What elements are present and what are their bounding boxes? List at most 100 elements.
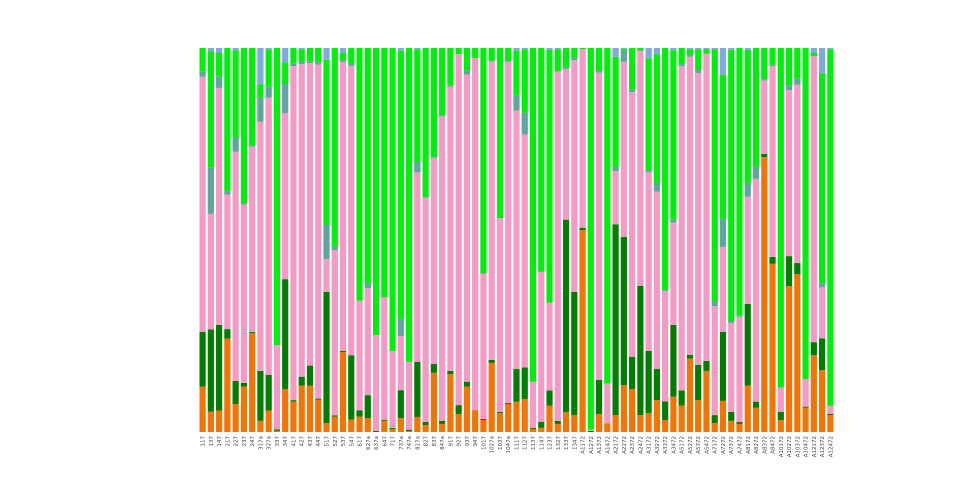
x-tick-label: 337 xyxy=(275,436,281,447)
bar-segment-1347-s4 xyxy=(571,57,578,61)
bar-segment-1117-s2 xyxy=(513,369,520,402)
bar-segment-147-s3 xyxy=(216,87,223,325)
x-tick-label: 447 xyxy=(316,436,322,447)
bar-segment-A5372-s5 xyxy=(695,49,702,70)
bar-segment-A5172-s2 xyxy=(678,390,685,406)
bar-segment-847a-s2 xyxy=(439,420,446,424)
bar-segment-517-s3 xyxy=(323,259,330,292)
bar-segment-327a-s3 xyxy=(265,97,272,375)
bar-segment-A5472-s1 xyxy=(703,370,710,432)
bar-segment-A2272-s5 xyxy=(620,48,627,51)
bar-segment-937-s5 xyxy=(463,48,471,71)
bar-segment-1137-s3 xyxy=(529,381,537,428)
x-tick-label: A10172 xyxy=(779,436,785,457)
bar-segment-837-s2 xyxy=(430,364,437,373)
bar-segment-547-s2 xyxy=(348,355,355,420)
bar-segment-347-s4 xyxy=(282,84,289,114)
bar-segment-A8472-s4 xyxy=(769,64,776,67)
bar-segment-917-s5 xyxy=(447,48,454,86)
bar-segment-1027a-s5 xyxy=(488,48,495,61)
x-tick-label: 627a xyxy=(366,436,372,450)
bar-segment-1047a-s5 xyxy=(505,48,512,62)
bar-segment-A5372-s2 xyxy=(695,364,702,401)
bar-segment-627a-s2 xyxy=(364,395,371,419)
bar-segment-147-s2 xyxy=(216,324,223,411)
x-tick-label: 1017 xyxy=(481,436,487,450)
bar-segment-317a-s6 xyxy=(257,48,264,85)
bar-segment-A8372-s4 xyxy=(761,79,768,81)
bar-segment-A3472-s3 xyxy=(670,222,677,325)
bar-segment-A1272-s3 xyxy=(587,429,594,431)
bar-segment-1047a-s4 xyxy=(505,61,512,62)
bar-segment-247-s5 xyxy=(249,48,256,146)
bar-segment-1327-s6 xyxy=(554,48,561,50)
bar-segment-537-s5 xyxy=(339,52,347,60)
bar-segment-A3472-s6 xyxy=(670,48,677,51)
x-tick-label: A2372 xyxy=(630,436,636,454)
bar-segment-217-s2 xyxy=(224,329,231,339)
bar-segment-A2272-s2 xyxy=(620,236,627,386)
x-tick-label: A3172 xyxy=(647,436,653,454)
bar-segment-147-s6 xyxy=(216,48,223,53)
x-tick-label: 747a xyxy=(407,436,413,450)
bar-segment-347-s2 xyxy=(282,279,289,389)
bar-segment-A10472-s3 xyxy=(802,379,809,407)
bar-segment-A10372-s4 xyxy=(794,78,801,85)
bar-segment-A3172-s1 xyxy=(645,413,652,432)
x-tick-label: A8472 xyxy=(771,436,777,454)
bar-segment-917-s1 xyxy=(447,374,454,432)
x-tick-label: 1027a xyxy=(490,436,496,453)
bar-segment-817a-s5 xyxy=(414,49,421,163)
bar-segment-1037-s1 xyxy=(496,413,504,432)
bar-segment-537-s4 xyxy=(339,59,347,62)
bar-segment-1347-s5 xyxy=(571,48,578,58)
bar-segment-A12472-s1 xyxy=(827,415,834,432)
bar-segment-637a-s5 xyxy=(372,48,380,336)
x-tick-label: 327a xyxy=(267,436,273,450)
bar-segment-537-s3 xyxy=(339,61,347,351)
bar-segment-427-s3 xyxy=(298,64,305,377)
bar-segment-447-s1 xyxy=(315,399,322,432)
bar-segment-817a-s6 xyxy=(414,48,421,50)
bar-segment-117-s4 xyxy=(199,71,206,77)
bar-segment-A7172-s4 xyxy=(711,301,718,307)
bar-segment-A5472-s6 xyxy=(703,48,710,50)
bar-segment-747a-s3 xyxy=(406,361,413,430)
bar-segment-417-s4 xyxy=(290,63,297,67)
bar-segment-A12172-s5 xyxy=(810,52,817,57)
x-tick-label: A7272 xyxy=(721,436,727,454)
x-tick-label: 1127 xyxy=(523,436,529,450)
bar-segment-A2472-s2 xyxy=(637,285,644,416)
bar-segment-737a-s2 xyxy=(397,390,404,419)
x-tick-label: 1037 xyxy=(498,436,504,450)
x-tick-label: 917 xyxy=(448,436,454,447)
bar-segment-227-s6 xyxy=(232,48,239,51)
bar-segment-A2272-s6 xyxy=(620,48,627,49)
bar-segment-A12372-s5 xyxy=(819,73,826,284)
x-tick-label: 717 xyxy=(391,436,397,447)
bar-segment-747a-s1 xyxy=(406,431,413,432)
bar-segment-A2372-s1 xyxy=(629,388,636,432)
bar-segment-A10272-s2 xyxy=(785,256,793,287)
bar-segment-827-s1 xyxy=(422,425,429,432)
x-tick-label: 117 xyxy=(201,436,207,447)
bar-segment-647-s5 xyxy=(381,48,388,298)
bar-segment-247-s4 xyxy=(249,145,256,147)
bar-segment-627a-s3 xyxy=(364,288,371,396)
x-tick-label: A3372 xyxy=(663,436,669,454)
bar-segment-A1172-s5 xyxy=(579,48,586,50)
bar-segment-A8272-s2 xyxy=(752,401,760,408)
x-tick-label: 817a xyxy=(415,436,421,450)
bar-segment-447-s2 xyxy=(315,398,322,400)
bar-segment-A8172-s1 xyxy=(744,385,751,432)
bar-segment-A5372-s3 xyxy=(695,72,702,365)
bar-segment-A7472-s2 xyxy=(736,422,743,424)
bar-segment-A5272-s2 xyxy=(686,354,694,359)
bar-segment-A1372-s2 xyxy=(595,379,603,414)
bar-segment-A8272-s3 xyxy=(752,178,760,402)
bar-segment-637a-s3 xyxy=(372,335,380,431)
bar-segment-1127-s2 xyxy=(521,367,528,399)
bar-segment-1327-s5 xyxy=(554,49,561,72)
bar-segment-A3472-s4 xyxy=(670,219,677,223)
